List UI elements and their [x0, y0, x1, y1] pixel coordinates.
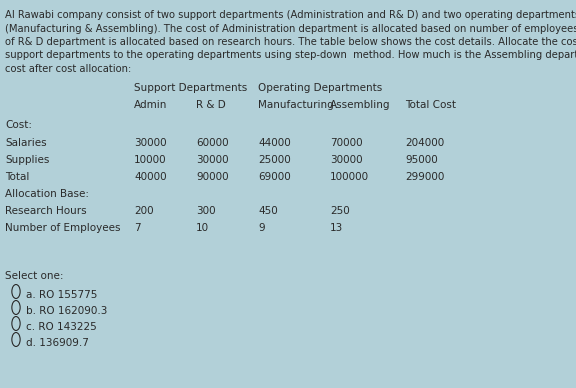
Text: d. 136909.7: d. 136909.7 — [26, 338, 89, 348]
Text: support departments to the operating departments using step-down  method. How mu: support departments to the operating dep… — [5, 50, 576, 61]
Text: b. RO 162090.3: b. RO 162090.3 — [26, 306, 107, 315]
Text: 10: 10 — [196, 223, 209, 233]
Text: Supplies: Supplies — [5, 155, 50, 165]
Text: 204000: 204000 — [405, 138, 444, 148]
Text: 30000: 30000 — [134, 138, 166, 148]
Text: (Manufacturing & Assembling). The cost of Administration department is allocated: (Manufacturing & Assembling). The cost o… — [5, 24, 576, 33]
Text: Admin: Admin — [134, 100, 168, 110]
Text: c. RO 143225: c. RO 143225 — [26, 322, 97, 332]
Text: 69000: 69000 — [258, 172, 291, 182]
Text: 9: 9 — [258, 223, 264, 233]
Text: Al Rawabi company consist of two support departments (Administration and R& D) a: Al Rawabi company consist of two support… — [5, 10, 576, 20]
Text: Research Hours: Research Hours — [5, 206, 86, 216]
Text: 40000: 40000 — [134, 172, 166, 182]
Text: 300: 300 — [196, 206, 215, 216]
Text: 299000: 299000 — [405, 172, 444, 182]
Text: cost after cost allocation:: cost after cost allocation: — [5, 64, 131, 74]
Text: Select one:: Select one: — [5, 270, 63, 281]
Text: 95000: 95000 — [405, 155, 438, 165]
Text: 44000: 44000 — [258, 138, 291, 148]
Text: 250: 250 — [330, 206, 350, 216]
Text: 10000: 10000 — [134, 155, 166, 165]
Text: 30000: 30000 — [196, 155, 229, 165]
Text: Total: Total — [5, 172, 29, 182]
Text: Assembling: Assembling — [330, 100, 391, 110]
Text: 450: 450 — [258, 206, 278, 216]
Text: Operating Departments: Operating Departments — [258, 83, 382, 93]
Text: Cost:: Cost: — [5, 120, 32, 130]
Text: Allocation Base:: Allocation Base: — [5, 189, 89, 199]
Text: R & D: R & D — [196, 100, 226, 110]
Text: a. RO 155775: a. RO 155775 — [26, 289, 97, 300]
Text: 70000: 70000 — [330, 138, 363, 148]
Text: 90000: 90000 — [196, 172, 229, 182]
Text: 60000: 60000 — [196, 138, 229, 148]
Text: 200: 200 — [134, 206, 154, 216]
Text: 100000: 100000 — [330, 172, 369, 182]
Text: of R& D department is allocated based on research hours. The table below shows t: of R& D department is allocated based on… — [5, 37, 576, 47]
Text: 25000: 25000 — [258, 155, 291, 165]
Text: Support Departments: Support Departments — [134, 83, 247, 93]
Text: Salaries: Salaries — [5, 138, 47, 148]
Text: Total Cost: Total Cost — [405, 100, 456, 110]
Text: Number of Employees: Number of Employees — [5, 223, 120, 233]
Text: 30000: 30000 — [330, 155, 363, 165]
Text: 7: 7 — [134, 223, 141, 233]
Text: 13: 13 — [330, 223, 343, 233]
Text: Manufacturing: Manufacturing — [258, 100, 334, 110]
